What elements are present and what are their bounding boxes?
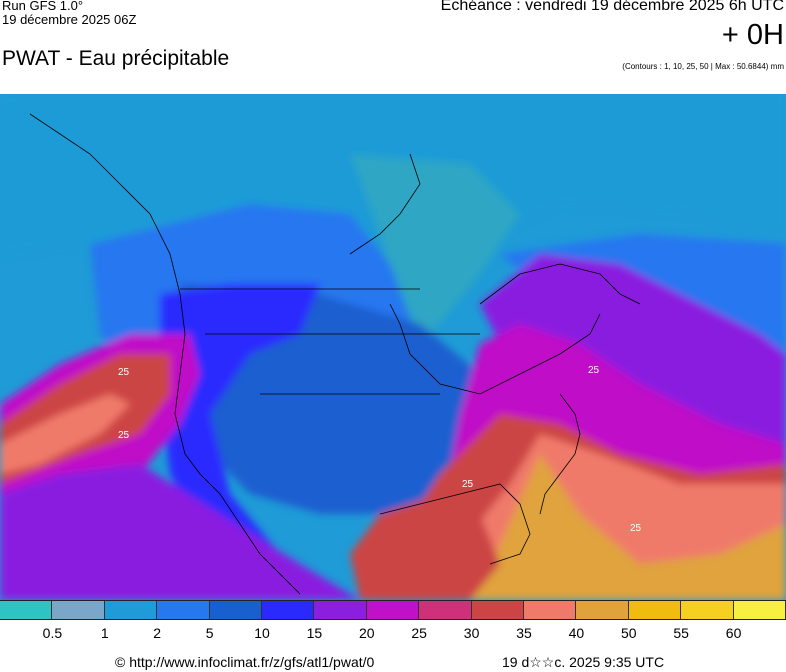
legend-tick-label: 1 <box>100 625 109 641</box>
footer-date: 19 d☆☆c. 2025 9:35 UTC <box>502 654 665 670</box>
legend-tick-label: 60 <box>725 625 742 641</box>
field-south-pacific <box>0 464 360 600</box>
legend-tick-label: 35 <box>516 625 532 641</box>
legend-tick-label: 20 <box>359 625 375 641</box>
legend-swatch <box>52 601 105 619</box>
legend-swatch <box>366 601 420 619</box>
legend-labels: 0.5 1 2 5 10 15 20 25 30 35 40 50 55 60 <box>0 625 786 643</box>
contour-label-25: 25 <box>630 523 642 534</box>
legend-swatch <box>157 601 210 619</box>
footer-url: © http://www.infoclimat.fr/z/gfs/atl1/pw… <box>115 654 375 670</box>
map-title: PWAT - Eau précipitable <box>2 47 230 70</box>
legend-swatch <box>314 601 367 619</box>
lead-time: + 0H <box>721 19 784 51</box>
field-atlantic-purple <box>480 254 786 454</box>
pwat-map: 25 25 25 25 25 <box>0 94 786 600</box>
legend-swatch <box>628 601 682 619</box>
legend-tick-label: 55 <box>673 625 689 641</box>
run-date: 19 décembre 2025 06Z <box>2 12 137 27</box>
legend-swatch <box>681 601 734 619</box>
legend-tick-label: 0.5 <box>42 625 63 641</box>
legend-swatch <box>0 601 53 619</box>
legend-tick-label: 40 <box>568 625 585 641</box>
legend-tick-label: 50 <box>621 625 637 641</box>
contour-label-25: 25 <box>588 365 600 376</box>
field-caribbean-orange <box>470 454 786 600</box>
legend-tick-label: 25 <box>411 625 427 641</box>
contour-label-25: 25 <box>462 479 474 490</box>
field-hudson <box>350 154 520 344</box>
run-label: Run GFS 1.0° <box>2 0 84 13</box>
legend-swatch <box>262 601 315 619</box>
color-legend <box>0 600 786 620</box>
field-gulf <box>350 494 500 600</box>
field-pacific-salmon <box>0 394 130 474</box>
legend-tick-label: 2 <box>153 625 162 641</box>
field-west-ring <box>160 284 320 554</box>
coastlines <box>29 113 641 595</box>
legend-swatch <box>524 601 577 619</box>
legend-swatch <box>419 601 472 619</box>
legend-tick-label: 30 <box>463 625 480 641</box>
legend-tick-label: 15 <box>306 625 323 641</box>
contour-label-25: 25 <box>118 367 130 378</box>
legend-swatch <box>733 601 786 619</box>
legend-swatch <box>471 601 525 619</box>
legend-tick-label: 5 <box>205 625 214 641</box>
legend-swatch <box>576 601 629 619</box>
contour-label-25: 25 <box>118 430 130 441</box>
contours-note: (Contours : 1, 10, 25, 50 | Max : 50.684… <box>622 62 784 71</box>
valid-time: Echéance : vendredi 19 décembre 2025 6h … <box>440 0 784 14</box>
legend-swatch <box>209 601 263 619</box>
legend-swatch <box>104 601 158 619</box>
legend-tick-label: 10 <box>254 625 270 641</box>
